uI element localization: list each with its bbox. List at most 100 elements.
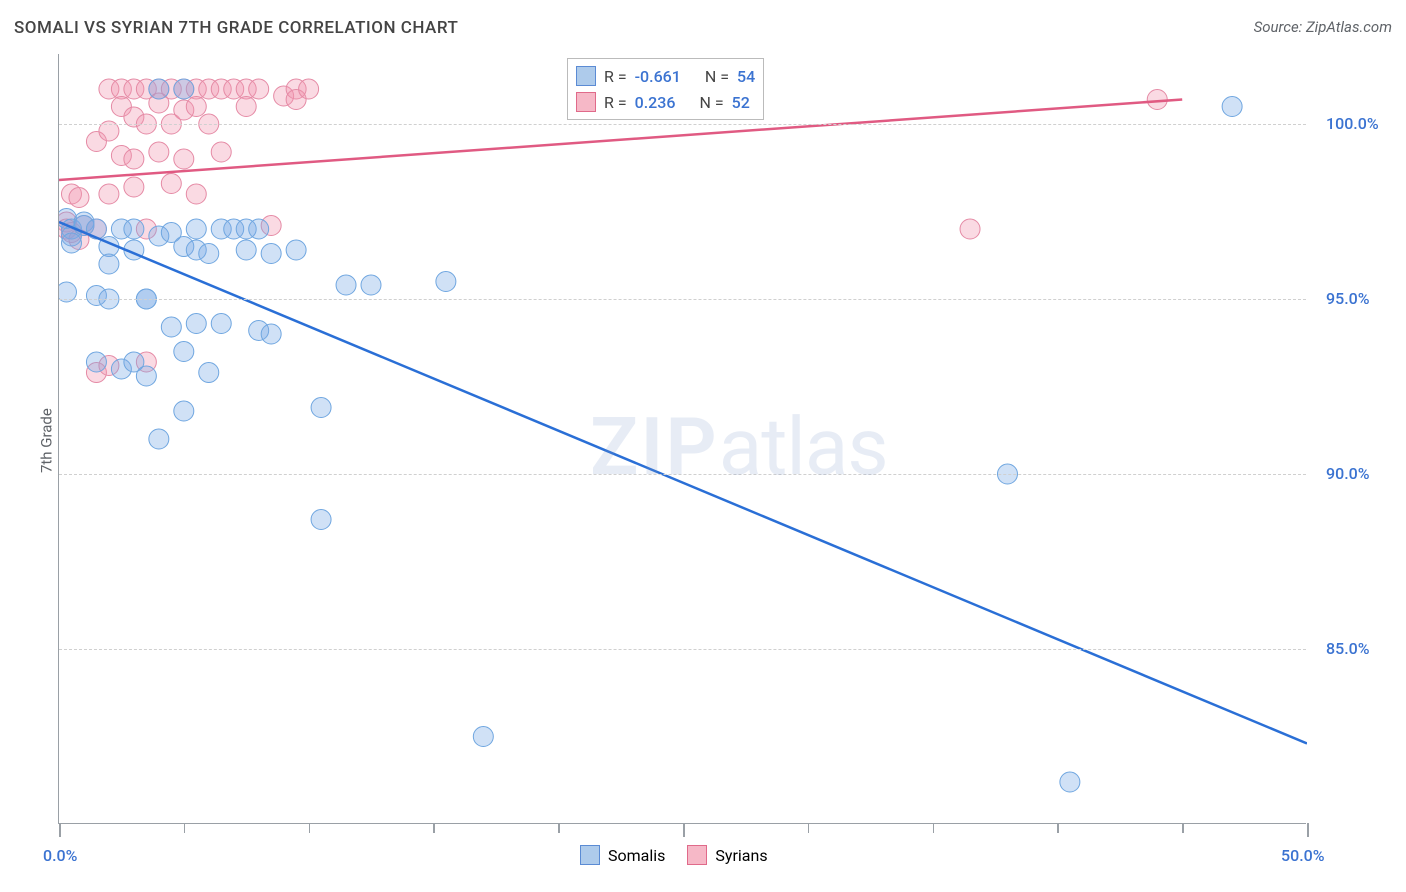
syrians-point [211, 142, 231, 162]
somalis-point [111, 359, 131, 379]
syrians-point [124, 177, 144, 197]
syrians-point [99, 356, 119, 376]
syrians-point [174, 149, 194, 169]
syrians-point [186, 97, 206, 117]
legend-swatch-somalis [580, 845, 600, 865]
r-value-1: 0.236 [635, 93, 676, 112]
legend-item-syrians: Syrians [687, 845, 767, 865]
somalis-point [249, 321, 269, 341]
syrians-point [186, 79, 206, 99]
somalis-point [124, 240, 144, 260]
somalis-point [236, 240, 256, 260]
somalis-point [1060, 772, 1080, 792]
somalis-point [61, 226, 81, 246]
somalis-point [186, 219, 206, 239]
somalis-point [286, 240, 306, 260]
somalis-point [124, 219, 144, 239]
r-value-0: -0.661 [635, 67, 681, 86]
syrians-point [59, 219, 76, 239]
somalis-trendline [59, 222, 1307, 744]
somalis-point [211, 314, 231, 334]
syrians-point [61, 184, 81, 204]
n-value-1: 52 [732, 93, 750, 112]
syrians-point [174, 100, 194, 120]
legend-label-somalis: Somalis [608, 846, 665, 865]
syrians-point [99, 79, 119, 99]
somalis-point [59, 209, 76, 229]
syrians-point [199, 79, 219, 99]
somalis-point [74, 212, 94, 232]
r-label-0: R = [604, 67, 627, 86]
legend-stats-box: R = -0.661 N = 54 R = 0.236 N = 52 [567, 58, 764, 120]
somalis-point [1222, 97, 1242, 117]
syrians-point [99, 184, 119, 204]
n-value-0: 54 [737, 67, 755, 86]
legend-label-syrians: Syrians [715, 846, 767, 865]
syrians-point [236, 97, 256, 117]
somalis-point [74, 216, 94, 236]
x-tick [184, 823, 186, 833]
somalis-point [261, 244, 281, 264]
somalis-point [186, 240, 206, 260]
n-label-1: N = [699, 93, 723, 112]
somalis-point [61, 233, 81, 253]
somalis-point [99, 237, 119, 257]
somalis-point [211, 219, 231, 239]
syrians-point [1147, 90, 1167, 110]
syrians-point [299, 79, 319, 99]
chart-svg [59, 54, 1307, 824]
somalis-point [149, 226, 169, 246]
syrians-point [261, 216, 281, 236]
y-tick-label: 90.0% [1326, 464, 1370, 483]
gridline-h [59, 474, 1306, 475]
syrians-point [224, 79, 244, 99]
somalis-point [99, 254, 119, 274]
somalis-point [473, 727, 493, 747]
somalis-point [124, 352, 144, 372]
somalis-point [174, 237, 194, 257]
syrians-point [69, 230, 89, 250]
x-tick [1182, 823, 1184, 833]
syrians-point [149, 79, 169, 99]
r-label-1: R = [604, 93, 627, 112]
somalis-point [174, 401, 194, 421]
somalis-point [149, 79, 169, 99]
x-tick [808, 823, 810, 833]
y-tick-label: 85.0% [1326, 639, 1370, 658]
legend-item-somalis: Somalis [580, 845, 665, 865]
somalis-point [174, 342, 194, 362]
legend-swatch-syrians [687, 845, 707, 865]
syrians-point [69, 188, 89, 208]
plot-area [58, 54, 1306, 824]
syrians-point [161, 79, 181, 99]
somalis-point [161, 317, 181, 337]
syrians-point [86, 219, 106, 239]
syrians-point [286, 90, 306, 110]
syrians-point [86, 363, 106, 383]
syrians-point [61, 223, 81, 243]
syrians-point [186, 184, 206, 204]
x-tick [558, 823, 560, 833]
legend-swatch-0 [576, 66, 596, 86]
somalis-point [311, 398, 331, 418]
x-tick-label-left: 0.0% [43, 846, 77, 865]
x-tick [1057, 823, 1059, 833]
somalis-point [161, 223, 181, 243]
syrians-point [111, 79, 131, 99]
syrians-point [274, 86, 294, 106]
y-tick-label: 100.0% [1326, 114, 1379, 133]
syrians-point [111, 97, 131, 117]
x-tick-label-right: 50.0% [1281, 846, 1325, 865]
syrians-point [161, 174, 181, 194]
legend-swatch-1 [576, 92, 596, 112]
syrians-point [149, 93, 169, 113]
syrians-point [149, 142, 169, 162]
n-label-0: N = [705, 67, 729, 86]
somalis-point [111, 219, 131, 239]
chart-title: SOMALI VS SYRIAN 7TH GRADE CORRELATION C… [14, 18, 458, 38]
somalis-point [236, 219, 256, 239]
source-label: Source: ZipAtlas.com [1254, 18, 1392, 36]
syrians-point [174, 79, 194, 99]
somalis-point [186, 314, 206, 334]
gridline-h [59, 649, 1306, 650]
